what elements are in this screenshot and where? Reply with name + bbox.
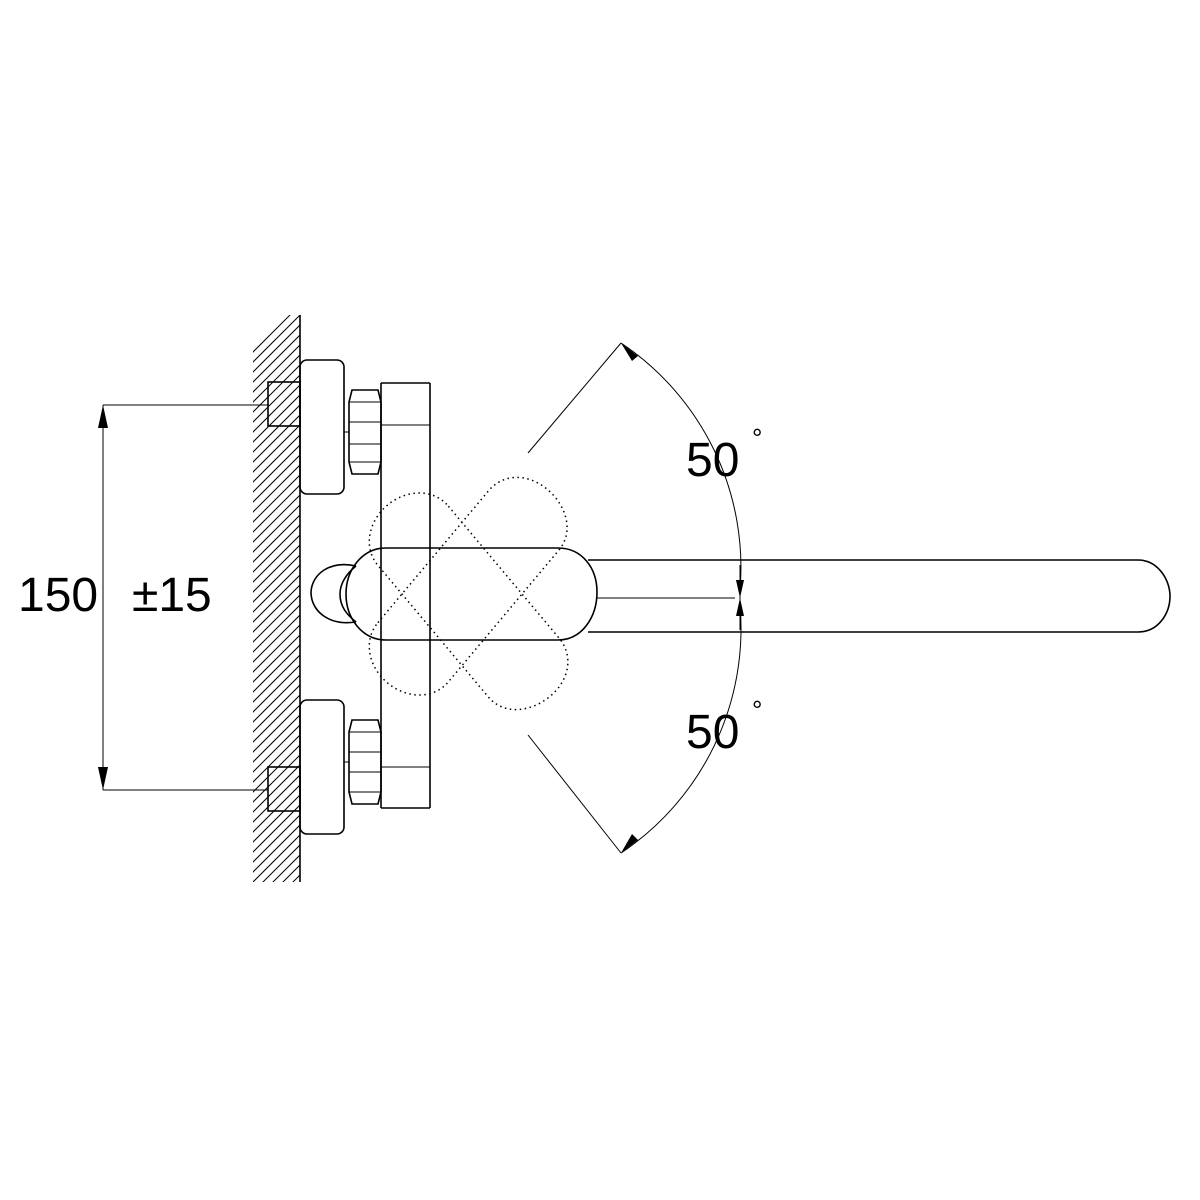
- hatch-line: [253, 634, 300, 683]
- hatch-line: [253, 804, 300, 853]
- hatch-line: [253, 474, 300, 523]
- hatch-line: [253, 664, 300, 713]
- tolerance-label: ±15: [132, 569, 212, 622]
- hatch-line: [253, 704, 300, 753]
- hatch-line: [272, 854, 300, 882]
- hatch-line: [253, 424, 300, 473]
- hatch-line: [250, 930, 305, 985]
- spacing-dimension: [98, 404, 268, 791]
- hatch-line: [253, 684, 300, 733]
- hatch-line: [253, 594, 300, 643]
- hatch-line: [253, 524, 300, 573]
- hatch-line: [250, 910, 305, 965]
- hatch-line: [282, 864, 300, 882]
- hatch-line: [250, 890, 305, 945]
- handle-rotated-down: [368, 492, 569, 711]
- hatch-line: [253, 404, 300, 453]
- hatch-line: [253, 344, 300, 393]
- hatch-line: [253, 414, 300, 463]
- hatch-line: [253, 544, 300, 593]
- upper-connector: [267, 359, 382, 495]
- hatch-line: [262, 844, 300, 882]
- spout: [588, 559, 1171, 633]
- hatch-line: [253, 584, 300, 633]
- handle-rotated-up: [368, 476, 568, 696]
- wall-section: [250, 315, 305, 985]
- hatch-line: [250, 900, 305, 955]
- handle-knob: [310, 563, 357, 624]
- hatch-line: [253, 644, 300, 693]
- hatch-line: [253, 484, 300, 533]
- hatch-line: [253, 464, 300, 513]
- hatch-line: [253, 654, 300, 703]
- hatch-line: [253, 354, 300, 403]
- angle-down-label: 50: [686, 706, 739, 759]
- hatch-line: [253, 534, 300, 583]
- hatch-line: [253, 574, 300, 623]
- handle-lever: [345, 547, 598, 641]
- hatch-line: [253, 434, 300, 483]
- hatch-line: [253, 384, 300, 433]
- hatch-line: [253, 774, 300, 823]
- hatch-line: [253, 374, 300, 423]
- wall-hatching: [250, 315, 305, 985]
- spacing-value-label: 150: [18, 569, 98, 622]
- hatch-line: [253, 754, 300, 803]
- hatch-line: [250, 880, 305, 935]
- hatch-line: [253, 444, 300, 493]
- hatch-line: [253, 604, 300, 653]
- hatch-line: [253, 554, 300, 603]
- hatch-line: [253, 694, 300, 743]
- hatch-line: [253, 624, 300, 673]
- hatch-line: [253, 494, 300, 543]
- hatch-line: [292, 874, 300, 882]
- hatch-line: [253, 674, 300, 723]
- hatch-line: [253, 714, 300, 763]
- hatch-line: [253, 315, 291, 353]
- hatch-line: [253, 504, 300, 553]
- hatch-line: [253, 364, 300, 413]
- hatch-line: [253, 454, 300, 503]
- hatch-line: [253, 324, 300, 373]
- angle-down-degree: °: [752, 695, 762, 725]
- hatch-line: [253, 764, 300, 813]
- hatch-line: [253, 514, 300, 563]
- mixer-body: [380, 382, 431, 809]
- hatch-line: [253, 834, 300, 882]
- hatch-line: [253, 334, 300, 383]
- lower-connector: [267, 699, 382, 835]
- hatch-line: [253, 794, 300, 843]
- hatch-line: [253, 614, 300, 663]
- angle-dimension: [527, 342, 744, 854]
- angle-up-label: 50: [686, 434, 739, 487]
- hatch-line: [253, 564, 300, 613]
- hatch-line: [253, 824, 300, 873]
- hatch-line: [250, 920, 305, 975]
- hatch-line: [253, 724, 300, 773]
- hatch-line: [253, 734, 300, 783]
- hatch-line: [253, 394, 300, 443]
- hatch-line: [253, 784, 300, 833]
- hatch-line: [253, 315, 300, 363]
- angle-up-degree: °: [752, 423, 762, 453]
- hatch-line: [253, 814, 300, 863]
